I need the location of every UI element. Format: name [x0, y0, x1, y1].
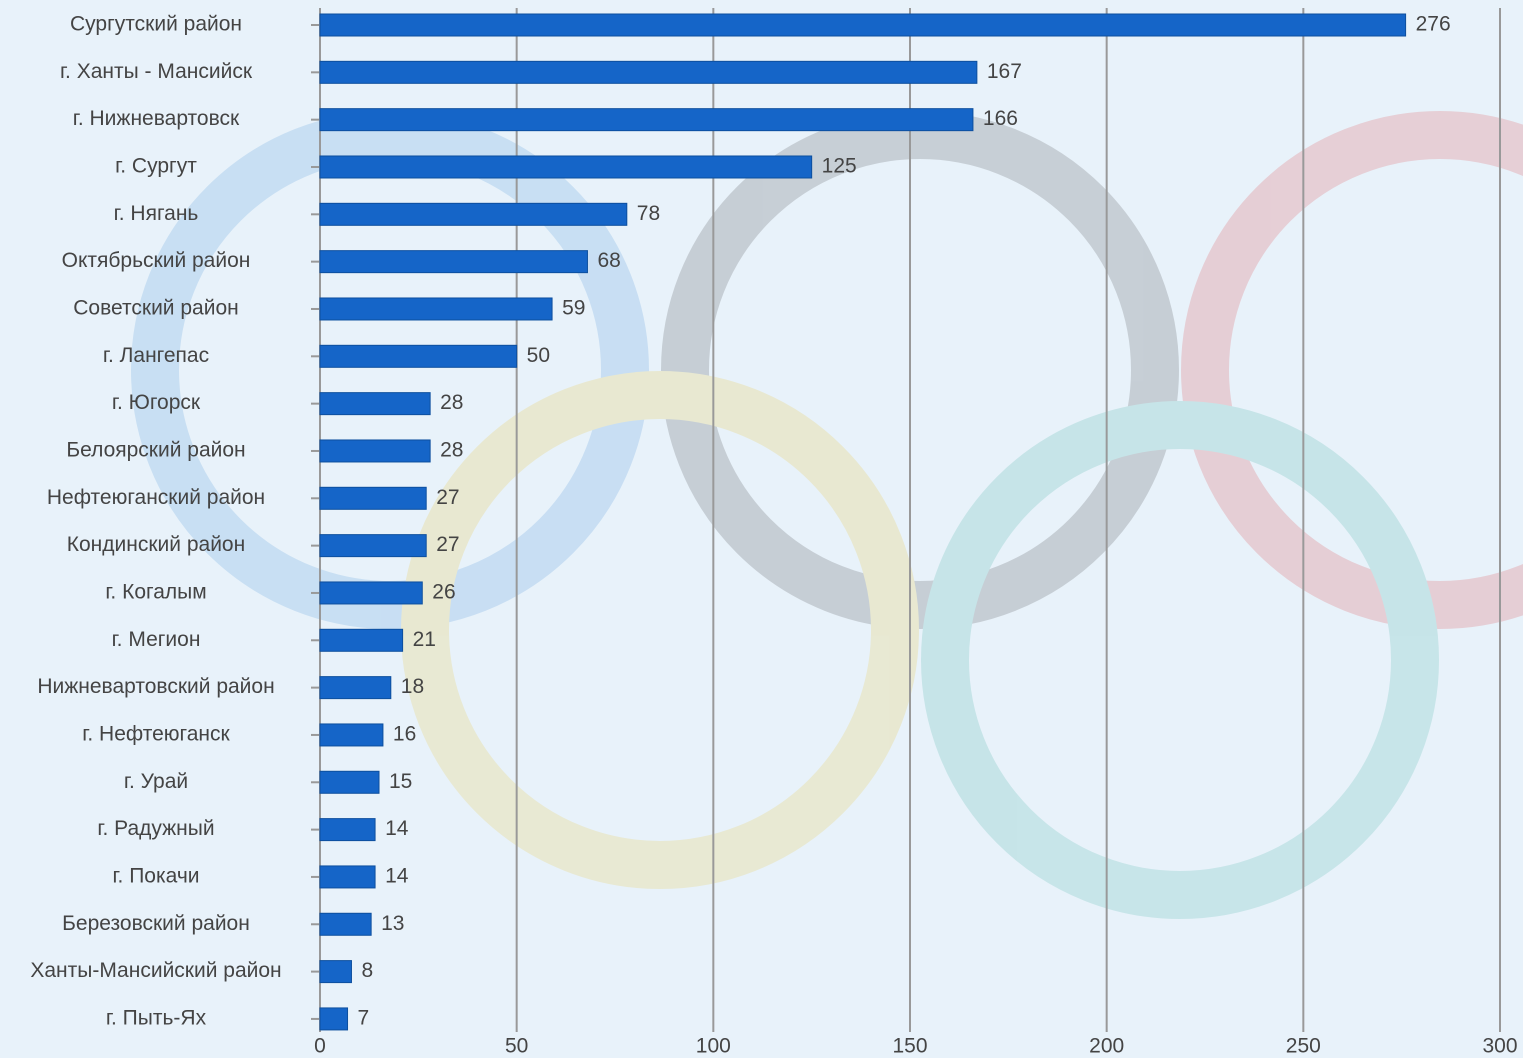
bar: [319, 297, 553, 321]
y-tick-label: г. Урай: [124, 770, 188, 793]
bar: [319, 486, 427, 510]
bar: [319, 202, 628, 226]
bar: [319, 392, 431, 416]
value-label: 13: [381, 912, 404, 935]
value-label: 7: [358, 1006, 370, 1029]
value-label: 166: [983, 107, 1018, 130]
value-label: 28: [440, 391, 463, 414]
y-tick-label: г. Покачи: [112, 864, 199, 887]
y-tick-label: г. Мегион: [112, 628, 201, 651]
x-tick-label: 200: [1089, 1035, 1124, 1058]
y-tick-label: Нижневартовский район: [37, 675, 274, 698]
y-tick-label: Ханты-Мансийский район: [30, 959, 281, 982]
value-label: 59: [562, 297, 585, 320]
bar: [319, 676, 392, 700]
bar: [319, 865, 376, 889]
rings-decoration: [131, 111, 1523, 919]
bar: [319, 581, 423, 605]
bar: [319, 344, 518, 368]
value-label: 68: [597, 249, 620, 272]
y-tick-label: Белоярский район: [66, 439, 245, 462]
value-label: 78: [637, 202, 660, 225]
x-tick-label: 50: [505, 1035, 528, 1058]
bar: [319, 628, 404, 652]
value-label: 50: [527, 344, 550, 367]
y-tick-label: Октябрьский район: [62, 249, 251, 272]
x-tick-label: 250: [1286, 1035, 1321, 1058]
bar: [319, 60, 978, 84]
bar: [319, 13, 1407, 37]
bar: [319, 534, 427, 558]
bar: [319, 155, 813, 179]
value-label: 27: [436, 486, 459, 509]
x-tick-label: 300: [1482, 1035, 1517, 1058]
bar: [319, 439, 431, 463]
y-tick-label: Березовский район: [62, 912, 250, 935]
bar: [319, 960, 352, 984]
x-tick-label: 100: [696, 1035, 731, 1058]
y-tick-label: Нефтеюганский район: [47, 486, 265, 509]
bar: [319, 770, 380, 794]
bar: [319, 723, 384, 747]
y-tick-label: г. Нягань: [114, 202, 199, 225]
value-label: 167: [987, 60, 1022, 83]
value-label: 276: [1416, 13, 1451, 36]
value-label: 14: [385, 817, 409, 840]
value-label: 16: [393, 722, 416, 745]
value-label: 125: [822, 155, 857, 178]
y-tick-label: г. Нижневартовск: [73, 107, 240, 130]
y-tick-label: г. Радужный: [97, 817, 214, 840]
y-tick-label: Кондинский район: [67, 533, 245, 556]
bar: [319, 1007, 349, 1031]
x-tick-label: 150: [892, 1035, 927, 1058]
value-label: 18: [401, 675, 424, 698]
y-tick-label: г. Югорск: [112, 391, 201, 414]
value-label: 26: [432, 581, 455, 604]
value-label: 8: [361, 959, 373, 982]
bar: [319, 912, 372, 936]
value-label: 15: [389, 770, 412, 793]
value-label: 27: [436, 533, 459, 556]
y-tick-label: Советский район: [73, 297, 238, 320]
bar: [319, 108, 974, 132]
value-label: 14: [385, 864, 409, 887]
y-tick-label: г. Пыть-Ях: [106, 1006, 207, 1029]
y-tick-label: г. Лангепас: [103, 344, 209, 367]
y-tick-label: г. Нефтеюганск: [82, 722, 230, 745]
x-tick-label: 0: [314, 1035, 326, 1058]
bar: [319, 818, 376, 842]
y-tick-label: г. Когалым: [105, 581, 206, 604]
y-tick-label: Сургутский район: [70, 13, 242, 36]
bar: [319, 250, 588, 274]
y-tick-label: г. Ханты - Мансийск: [60, 60, 253, 83]
value-label: 28: [440, 439, 463, 462]
y-tick-label: г. Сургут: [115, 155, 197, 178]
value-label: 21: [413, 628, 436, 651]
